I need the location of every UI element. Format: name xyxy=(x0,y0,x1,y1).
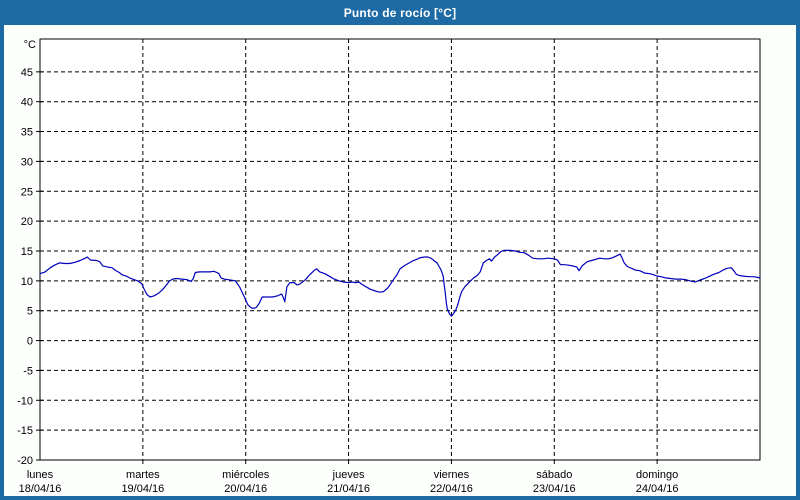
y-tick-label: 40 xyxy=(21,97,33,109)
y-tick-label: 45 xyxy=(21,67,33,79)
x-date-label: 18/04/16 xyxy=(19,483,62,495)
x-day-label: lunes xyxy=(27,469,54,481)
y-tick-label: 30 xyxy=(21,156,33,168)
x-date-label: 21/04/16 xyxy=(327,483,370,495)
y-tick-label: -10 xyxy=(17,395,33,407)
x-day-label: viernes xyxy=(434,469,470,481)
x-day-label: sábado xyxy=(536,469,572,481)
y-tick-label: 25 xyxy=(21,186,33,198)
y-tick-label: -20 xyxy=(17,455,33,467)
x-date-label: 20/04/16 xyxy=(224,483,267,495)
y-tick-label: -5 xyxy=(23,365,33,377)
x-date-label: 23/04/16 xyxy=(533,483,576,495)
y-tick-label: 15 xyxy=(21,246,33,258)
x-date-label: 24/04/16 xyxy=(636,483,679,495)
y-tick-label: 35 xyxy=(21,127,33,139)
page-title: Punto de rocío [°C] xyxy=(343,5,457,20)
x-date-label: 22/04/16 xyxy=(430,483,473,495)
x-day-label: miércoles xyxy=(222,469,270,481)
y-tick-label: 10 xyxy=(21,276,33,288)
x-day-label: jueves xyxy=(332,469,365,481)
y-tick-label: 0 xyxy=(27,336,33,348)
dewpoint-chart-canvas: 45 40 35 30 25 20 15 10 5 0 -5 -10 -15 -20 °C lunes 18/0… xyxy=(17,38,761,495)
chart-area: 45 40 35 30 25 20 15 10 5 0 -5 -10 -15 -20 °C lunes 18/0… xyxy=(4,25,796,496)
x-day-label: martes xyxy=(126,469,160,481)
y-tick-label: 5 xyxy=(27,306,33,318)
plot-area xyxy=(39,38,761,461)
title-bar: Punto de rocío [°C] xyxy=(0,0,800,25)
x-date-label: 19/04/16 xyxy=(121,483,164,495)
y-tick-label: 20 xyxy=(21,216,33,228)
x-day-label: domingo xyxy=(636,469,678,481)
dewpoint-line xyxy=(39,249,761,317)
y-tick-label: -15 xyxy=(17,425,33,437)
y-axis-unit-label: °C xyxy=(24,39,36,51)
